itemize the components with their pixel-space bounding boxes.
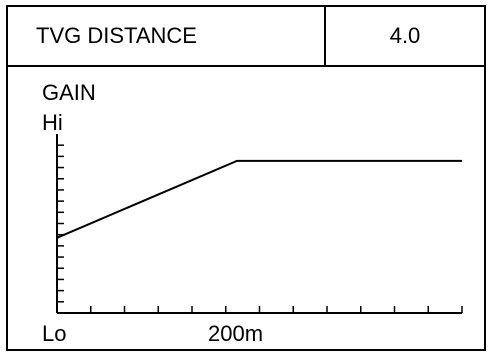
x-axis-200m-label: 200m bbox=[208, 321, 263, 346]
x-axis-lo-label: Lo bbox=[42, 321, 66, 346]
tvg-distance-label: TVG DISTANCE bbox=[8, 7, 326, 65]
tvg-header: TVG DISTANCE 4.0 bbox=[8, 7, 484, 67]
gain-graph: GAIN Hi Lo 200m bbox=[42, 80, 463, 346]
gain-title: GAIN bbox=[42, 80, 96, 105]
tvg-panel: TVG DISTANCE 4.0 GAIN Hi Lo 200m bbox=[6, 5, 486, 351]
tvg-distance-value[interactable]: 4.0 bbox=[389, 23, 421, 48]
y-axis-hi-label: Hi bbox=[42, 110, 63, 135]
y-axis-ticks bbox=[57, 144, 64, 303]
x-axis-ticks bbox=[90, 306, 463, 313]
gain-curve-line bbox=[56, 159, 462, 239]
